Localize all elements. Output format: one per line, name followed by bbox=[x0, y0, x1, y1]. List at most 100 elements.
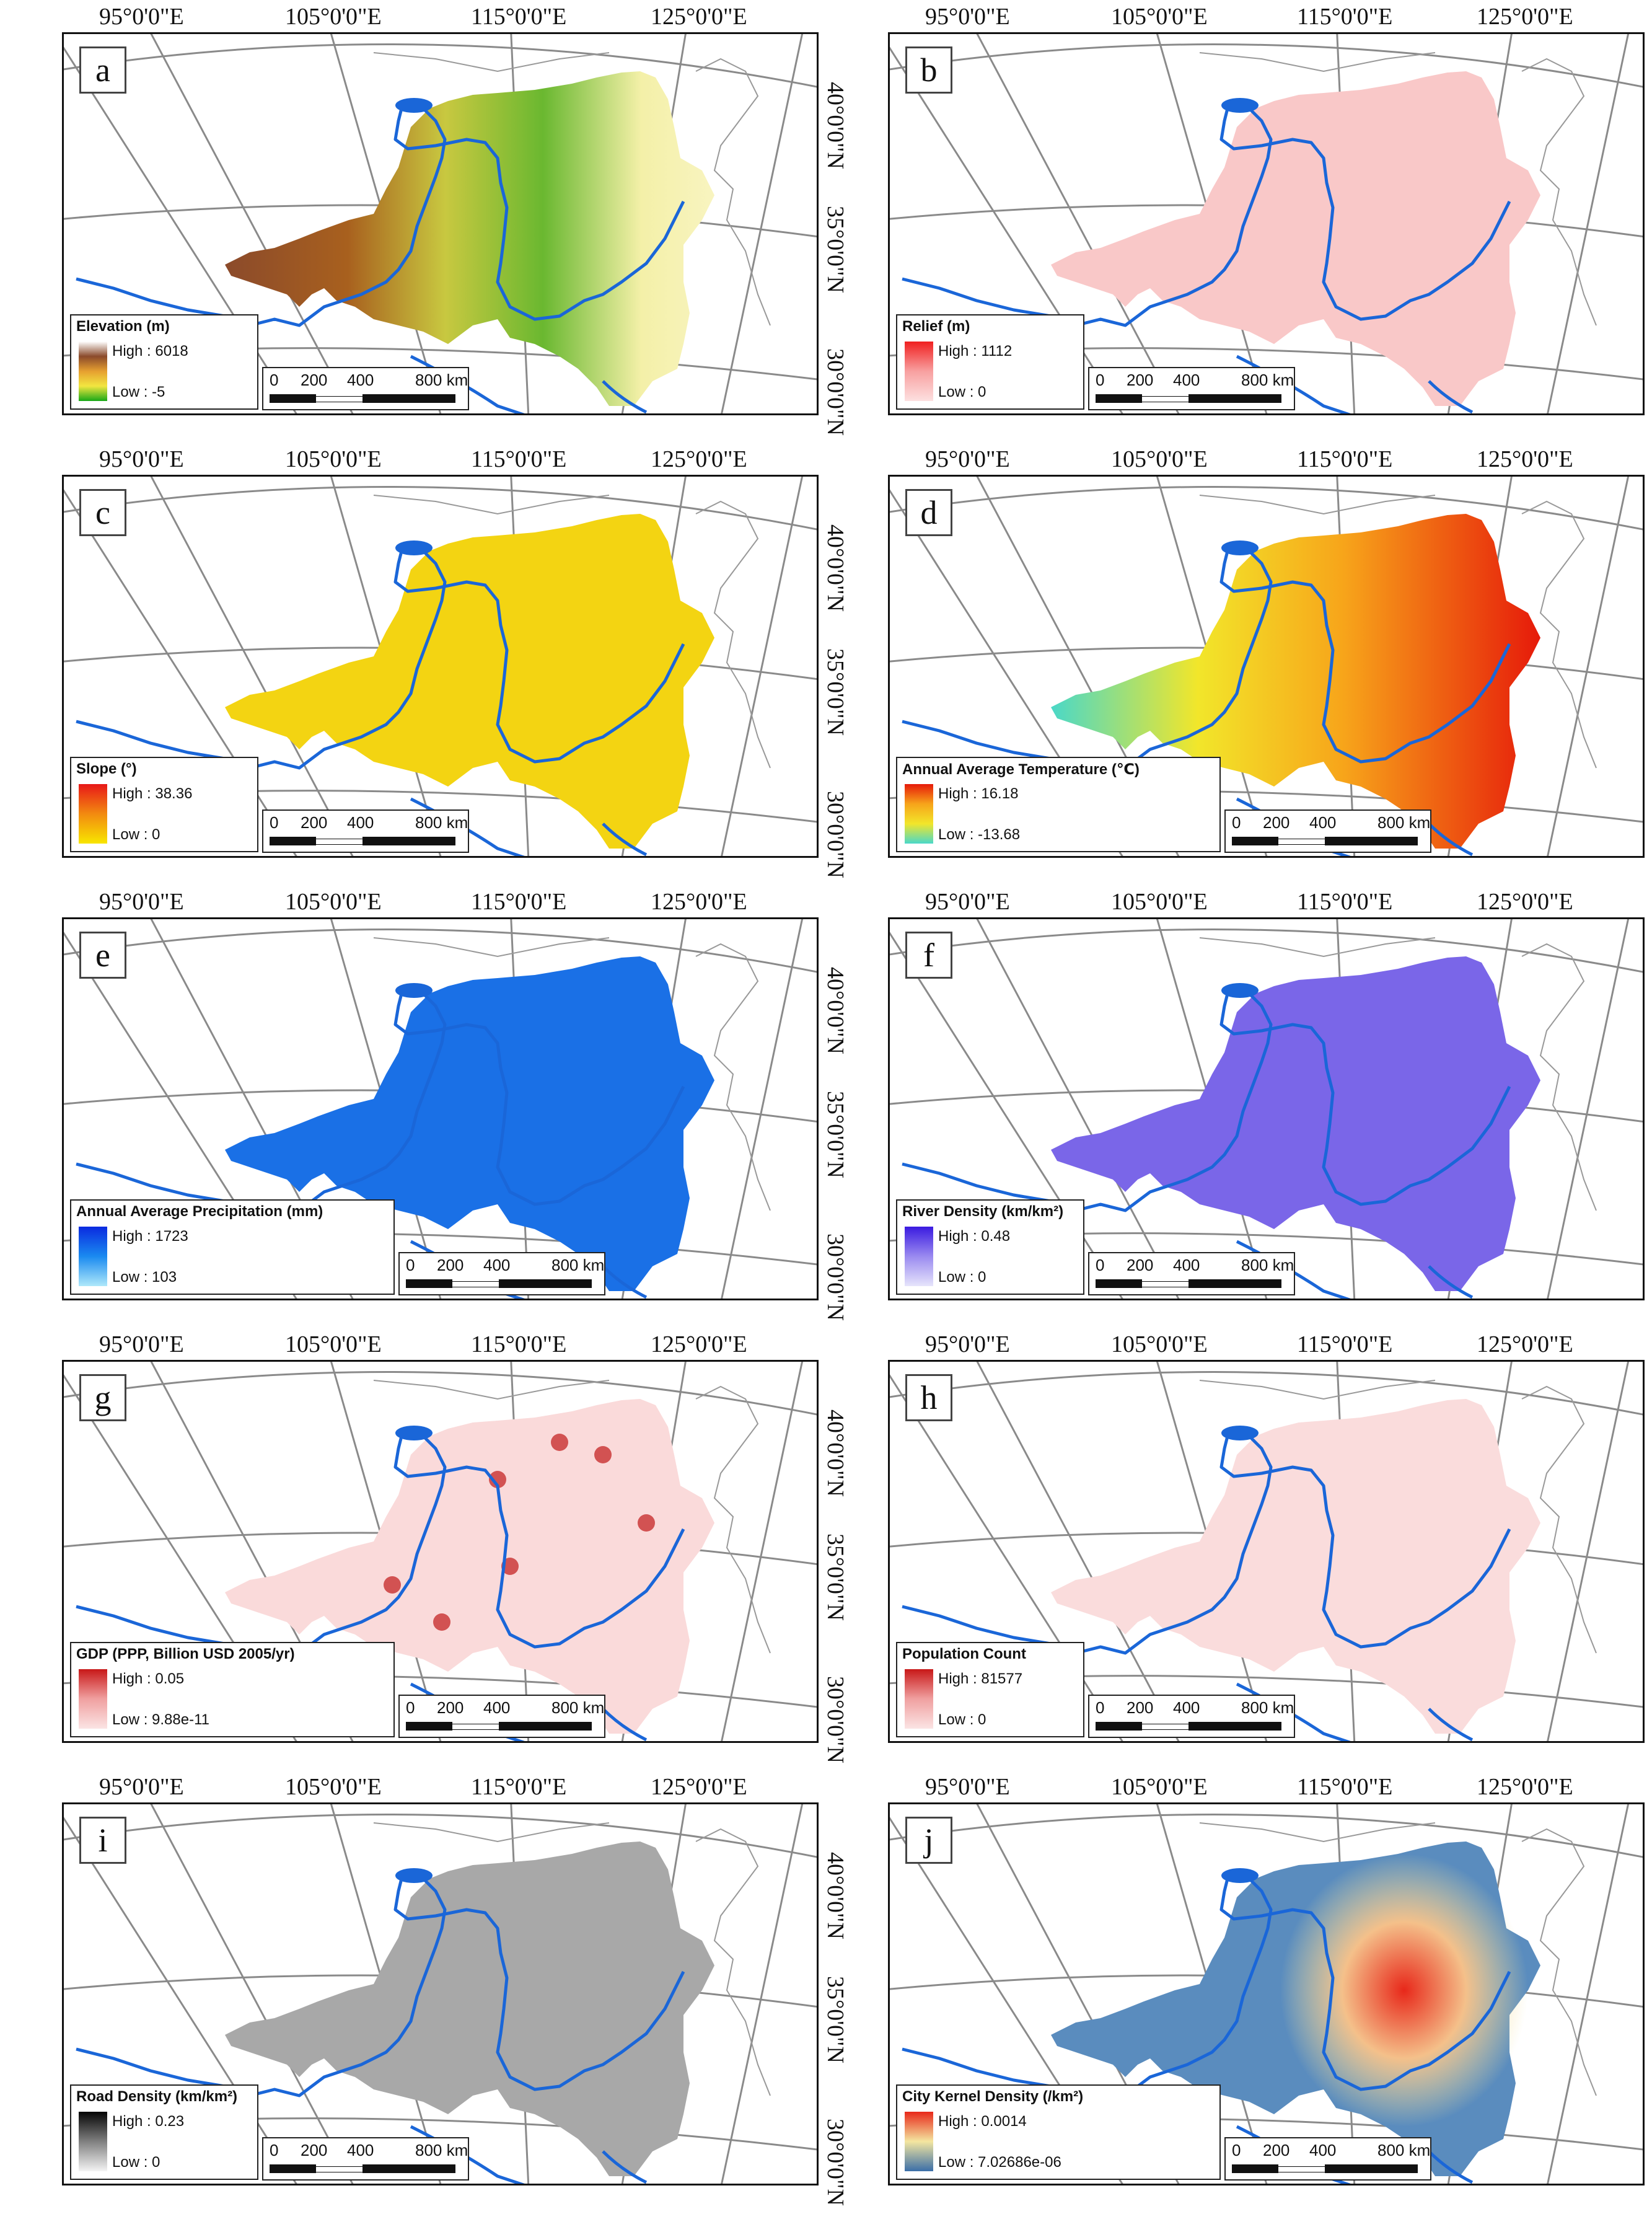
map-panel-b: 95°0'0"E 105°0'0"E 115°0'0"E 125°0'0"E 4… bbox=[826, 0, 1652, 443]
map-canvas bbox=[64, 919, 817, 1299]
map-legend: Annual Average Temperature (℃) High : 16… bbox=[896, 757, 1221, 852]
map-legend: City Kernel Density (/km²) High : 0.0014… bbox=[896, 2084, 1221, 2180]
river-south bbox=[602, 380, 648, 413]
latitude-label: 30°0'0"N bbox=[1648, 348, 1652, 436]
map-panel-c: 95°0'0"E 105°0'0"E 115°0'0"E 125°0'0"E 4… bbox=[0, 443, 848, 885]
longitude-label: 125°0'0"E bbox=[1477, 446, 1573, 472]
legend-low-value: Low : 7.02686e-06 bbox=[938, 2154, 1061, 2171]
boundary-line bbox=[373, 52, 610, 73]
panel-letter: f bbox=[905, 932, 952, 979]
legend-low-value: Low : -13.68 bbox=[938, 826, 1021, 843]
scale-label: 800 km bbox=[415, 371, 468, 389]
scale-bar: 0 200 400 800 km bbox=[1088, 1252, 1295, 1295]
gdp-hotspot bbox=[638, 1514, 655, 1532]
scale-bar: 0 200 400 800 km bbox=[262, 367, 469, 410]
lake bbox=[1221, 98, 1259, 113]
longitude-label: 95°0'0"E bbox=[925, 1331, 1010, 1357]
gdp-hotspot bbox=[551, 1434, 568, 1451]
legend-color-ramp bbox=[905, 342, 933, 401]
boundary-line bbox=[373, 1380, 610, 1400]
map-legend: Relief (m) High : 1112 Low : 0 bbox=[896, 314, 1084, 410]
map-legend: GDP (PPP, Billion USD 2005/yr) High : 0.… bbox=[70, 1642, 395, 1737]
river-south bbox=[1428, 1265, 1474, 1299]
lake bbox=[395, 983, 433, 998]
scale-bar: 0 200 400 800 km bbox=[1224, 809, 1431, 853]
scale-label: 0 bbox=[1232, 813, 1241, 832]
scale-bar-graphic bbox=[1096, 1722, 1281, 1731]
panel-letter: j bbox=[905, 1817, 952, 1864]
map-frame: h Population Count High : 81577 Low : 0 … bbox=[888, 1360, 1645, 1743]
longitude-label: 115°0'0"E bbox=[1297, 1774, 1393, 1800]
coastline bbox=[695, 500, 771, 769]
boundary-line bbox=[1199, 1380, 1436, 1400]
longitude-label: 105°0'0"E bbox=[285, 1331, 382, 1357]
longitude-label: 125°0'0"E bbox=[1477, 4, 1573, 30]
scale-label: 200 bbox=[301, 2141, 328, 2159]
scale-label: 800 km bbox=[1241, 371, 1294, 389]
coastline bbox=[695, 1385, 771, 1654]
scale-label: 0 bbox=[270, 813, 279, 832]
longitude-label: 115°0'0"E bbox=[471, 889, 567, 915]
scale-bar: 0 200 400 800 km bbox=[398, 1252, 605, 1295]
scale-label: 200 bbox=[1127, 371, 1154, 389]
map-panel-f: 95°0'0"E 105°0'0"E 115°0'0"E 125°0'0"E 4… bbox=[826, 885, 1652, 1328]
scale-bar-graphic bbox=[406, 1722, 592, 1731]
scale-bar: 0 200 400 800 km bbox=[1224, 2137, 1431, 2181]
lake bbox=[395, 1868, 433, 1883]
scale-bar-graphic bbox=[1096, 394, 1281, 403]
scale-label: 800 km bbox=[551, 1256, 605, 1274]
map-frame: f River Density (km/km²) High : 0.48 Low… bbox=[888, 917, 1645, 1300]
yellow-river bbox=[902, 100, 1511, 327]
scale-label: 400 bbox=[483, 1256, 511, 1274]
legend-title: River Density (km/km²) bbox=[902, 1203, 1064, 1220]
legend-high-value: High : 0.05 bbox=[112, 1670, 185, 1687]
map-legend: Population Count High : 81577 Low : 0 bbox=[896, 1642, 1084, 1737]
scale-label: 200 bbox=[301, 371, 328, 389]
map-frame: g GDP (PPP, Billion USD 2005/yr) High : … bbox=[62, 1360, 819, 1743]
basin-area bbox=[225, 1399, 714, 1734]
longitude-label: 95°0'0"E bbox=[99, 1331, 184, 1357]
scale-bar-graphic bbox=[406, 1279, 592, 1288]
latitude-label: 40°0'0"N bbox=[1648, 1409, 1652, 1497]
yellow-river bbox=[902, 1428, 1511, 1655]
coastline bbox=[695, 943, 771, 1211]
yellow-river bbox=[76, 100, 685, 327]
gdp-hotspot bbox=[489, 1471, 506, 1488]
coastline bbox=[1521, 1828, 1597, 2096]
longitude-label: 125°0'0"E bbox=[1477, 1331, 1573, 1357]
scale-label: 200 bbox=[1263, 813, 1290, 832]
boundary-line bbox=[373, 1822, 610, 1843]
legend-low-value: Low : 0 bbox=[938, 1711, 986, 1728]
legend-high-value: High : 6018 bbox=[112, 343, 188, 359]
longitude-label: 105°0'0"E bbox=[285, 889, 382, 915]
longitude-label: 115°0'0"E bbox=[471, 1774, 567, 1800]
scale-bar: 0 200 400 800 km bbox=[1088, 367, 1295, 410]
map-canvas bbox=[64, 1362, 817, 1741]
longitude-label: 125°0'0"E bbox=[1477, 1774, 1573, 1800]
longitude-label: 95°0'0"E bbox=[99, 1774, 184, 1800]
scale-label: 200 bbox=[1127, 1256, 1154, 1274]
longitude-label: 125°0'0"E bbox=[1477, 889, 1573, 915]
legend-color-ramp bbox=[79, 2112, 107, 2171]
legend-color-ramp bbox=[79, 342, 107, 401]
scale-label: 0 bbox=[1096, 371, 1105, 389]
scale-label: 800 km bbox=[1377, 2141, 1431, 2159]
latitude-label: 35°0'0"N bbox=[1648, 648, 1652, 736]
map-frame: j City Kernel Density (/km²) High : 0.00… bbox=[888, 1802, 1645, 2185]
longitude-label: 115°0'0"E bbox=[1297, 446, 1393, 472]
scale-label: 0 bbox=[406, 1256, 415, 1274]
panel-letter: h bbox=[905, 1374, 952, 1421]
scale-bar: 0 200 400 800 km bbox=[1088, 1695, 1295, 1738]
legend-color-ramp bbox=[905, 2112, 933, 2171]
legend-high-value: High : 38.36 bbox=[112, 785, 193, 802]
latitude-label: 40°0'0"N bbox=[1648, 1852, 1652, 1939]
scale-label: 800 km bbox=[1241, 1698, 1294, 1717]
latitude-label: 40°0'0"N bbox=[1648, 82, 1652, 169]
scale-label: 0 bbox=[1232, 2141, 1241, 2159]
longitude-label: 105°0'0"E bbox=[285, 446, 382, 472]
legend-title: Relief (m) bbox=[902, 318, 970, 335]
map-panel-j: 95°0'0"E 105°0'0"E 115°0'0"E 125°0'0"E 4… bbox=[826, 1770, 1652, 2213]
map-legend: Annual Average Precipitation (mm) High :… bbox=[70, 1199, 395, 1295]
longitude-label: 125°0'0"E bbox=[651, 446, 747, 472]
scale-label: 400 bbox=[1173, 1698, 1200, 1717]
